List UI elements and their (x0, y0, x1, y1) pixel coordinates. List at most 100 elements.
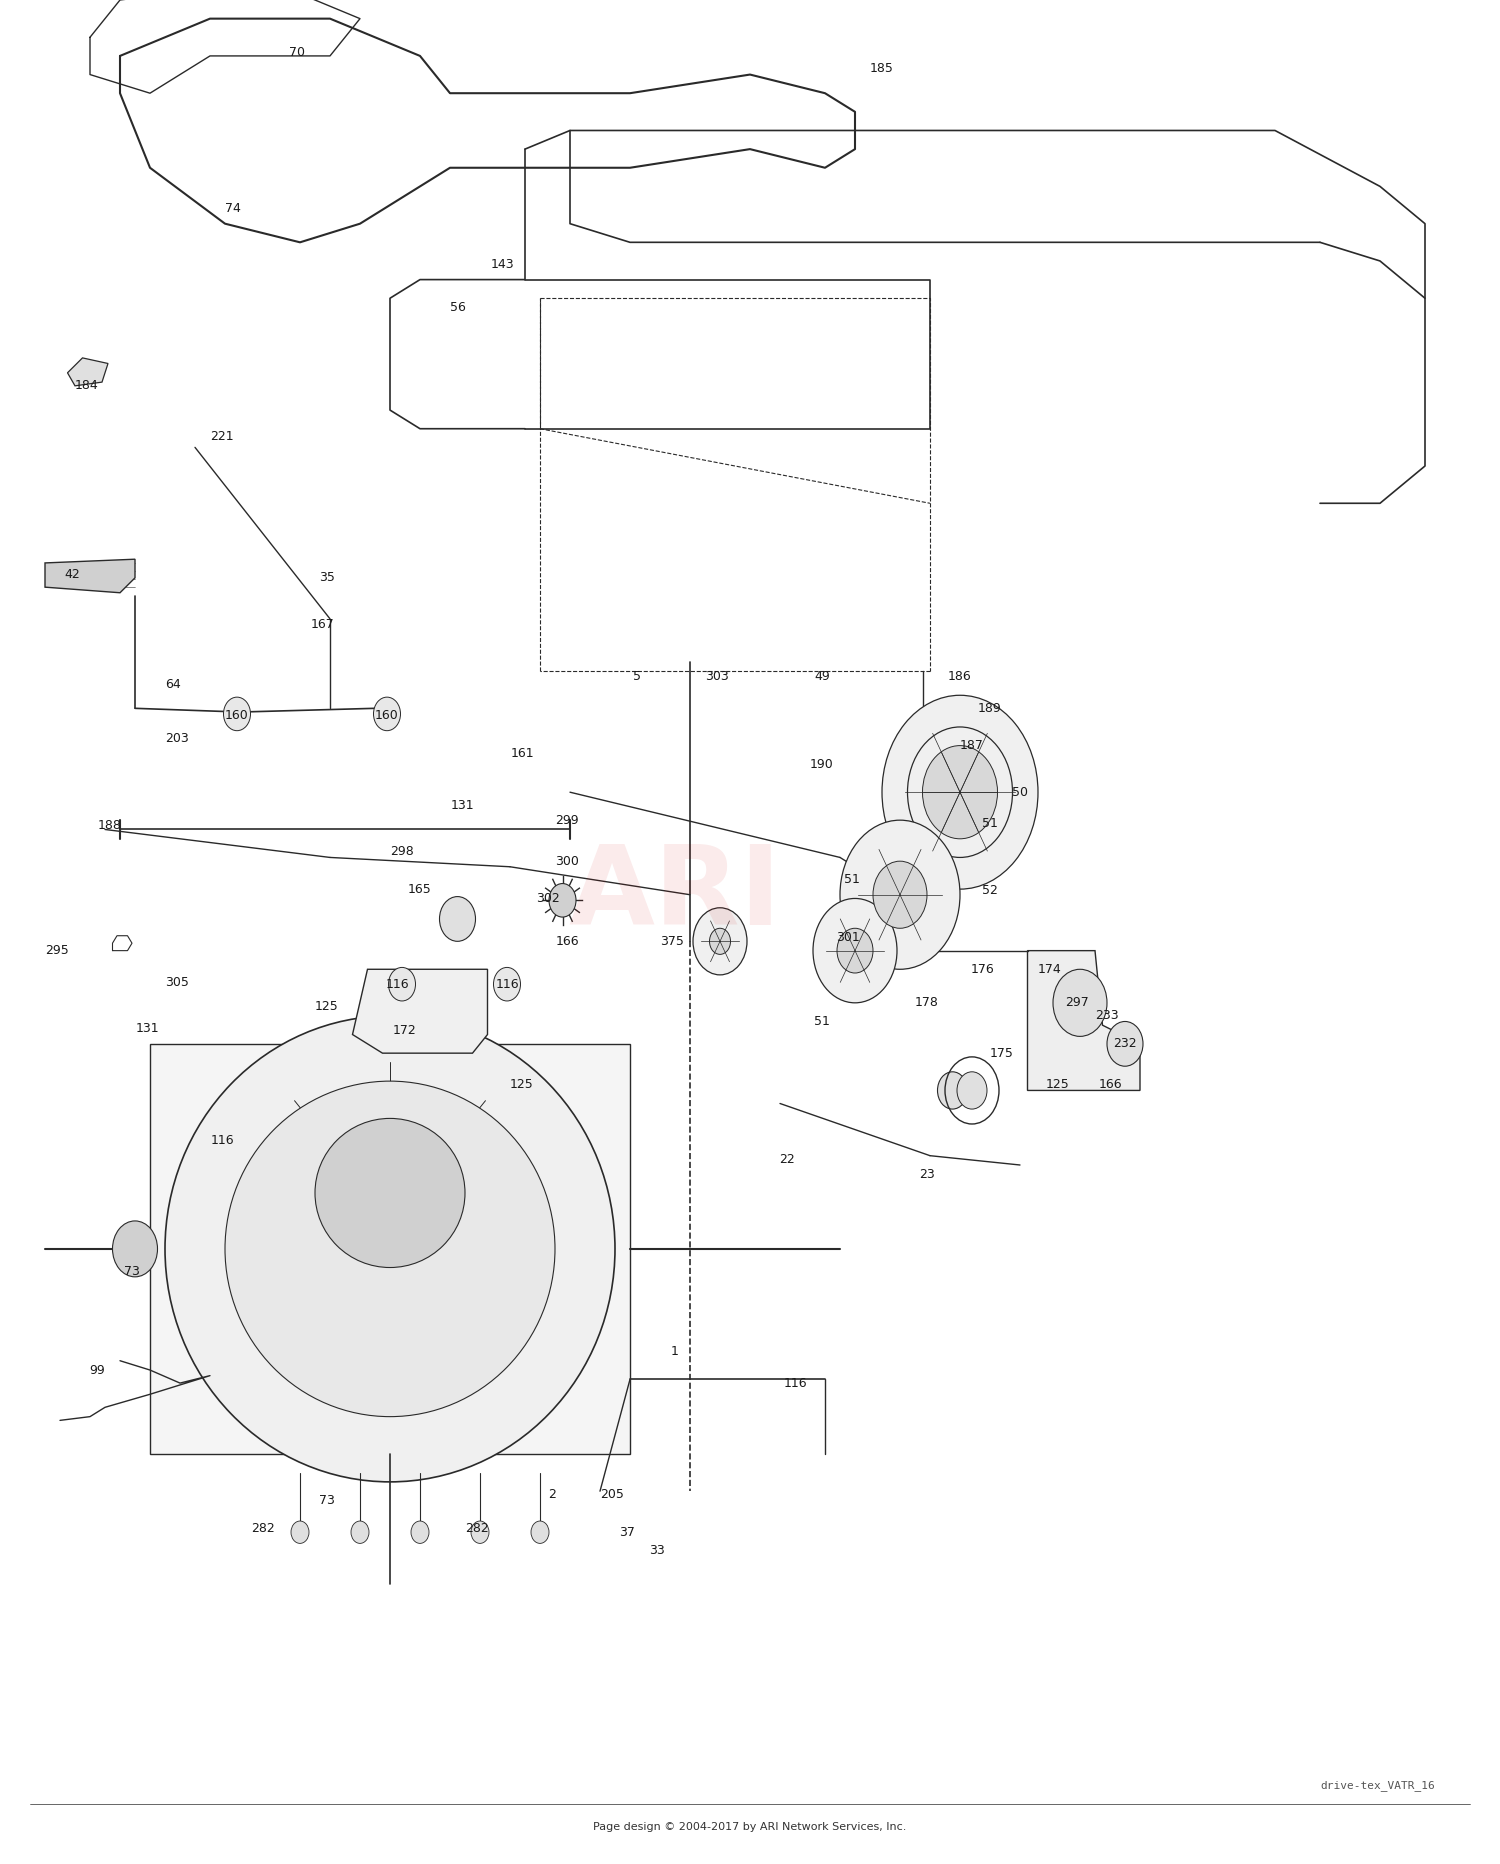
Text: 297: 297 (1065, 997, 1089, 1008)
Text: 22: 22 (780, 1154, 795, 1165)
Text: 116: 116 (783, 1377, 807, 1389)
Text: 299: 299 (555, 815, 579, 826)
Text: 42: 42 (64, 569, 80, 580)
Text: 50: 50 (1013, 787, 1028, 798)
Text: 161: 161 (510, 747, 534, 759)
Text: 143: 143 (490, 259, 514, 270)
Text: 233: 233 (1095, 1010, 1119, 1021)
Text: 303: 303 (705, 671, 729, 682)
Text: 186: 186 (948, 671, 972, 682)
Text: 302: 302 (536, 893, 560, 904)
Text: 232: 232 (1113, 1038, 1137, 1049)
Text: 172: 172 (393, 1025, 417, 1036)
Text: 51: 51 (815, 1016, 830, 1027)
Circle shape (1053, 969, 1107, 1036)
Text: 125: 125 (315, 1001, 339, 1012)
Text: 298: 298 (390, 846, 414, 857)
Text: 51: 51 (844, 874, 859, 885)
Circle shape (957, 1072, 987, 1109)
Circle shape (440, 897, 476, 941)
Text: 176: 176 (970, 964, 994, 975)
Text: 174: 174 (1038, 964, 1062, 975)
Text: 160: 160 (375, 710, 399, 721)
Text: 37: 37 (620, 1527, 634, 1538)
Ellipse shape (225, 1081, 555, 1417)
Circle shape (411, 1521, 429, 1543)
Ellipse shape (165, 1016, 615, 1482)
Text: 375: 375 (660, 936, 684, 947)
Text: 33: 33 (650, 1545, 664, 1556)
Text: 190: 190 (810, 759, 834, 770)
Circle shape (291, 1521, 309, 1543)
Circle shape (693, 908, 747, 975)
Text: 188: 188 (98, 820, 122, 831)
Text: 167: 167 (310, 619, 334, 630)
Text: 131: 131 (450, 800, 474, 811)
Circle shape (813, 898, 897, 1003)
Circle shape (112, 1221, 158, 1277)
Text: 70: 70 (290, 47, 304, 58)
Text: 282: 282 (465, 1523, 489, 1534)
Circle shape (224, 697, 251, 731)
Text: 166: 166 (1098, 1079, 1122, 1090)
Text: 221: 221 (210, 431, 234, 442)
Text: 189: 189 (978, 703, 1002, 714)
Text: 175: 175 (990, 1048, 1014, 1059)
Circle shape (873, 861, 927, 928)
Text: 125: 125 (1046, 1079, 1070, 1090)
Ellipse shape (315, 1118, 465, 1268)
Circle shape (882, 695, 1038, 889)
Polygon shape (1028, 951, 1140, 1090)
Text: 64: 64 (165, 678, 180, 690)
Text: 301: 301 (836, 932, 860, 943)
Text: 165: 165 (408, 884, 432, 895)
Text: 300: 300 (555, 856, 579, 867)
Text: 49: 49 (815, 671, 830, 682)
Text: 187: 187 (960, 740, 984, 751)
Text: 185: 185 (870, 63, 894, 75)
Circle shape (922, 746, 998, 839)
Text: 73: 73 (320, 1495, 334, 1506)
Text: 282: 282 (251, 1523, 274, 1534)
Text: 295: 295 (45, 945, 69, 956)
Text: ARI: ARI (568, 841, 782, 949)
Text: 73: 73 (124, 1266, 140, 1277)
Bar (150, 1044, 630, 1454)
Text: 116: 116 (210, 1135, 234, 1146)
Text: 74: 74 (225, 203, 240, 214)
Text: 166: 166 (555, 936, 579, 947)
Text: 35: 35 (320, 572, 334, 583)
Circle shape (549, 884, 576, 917)
Text: drive-tex_VATR_16: drive-tex_VATR_16 (1320, 1780, 1434, 1791)
Circle shape (471, 1521, 489, 1543)
Text: 184: 184 (75, 380, 99, 391)
Text: 23: 23 (920, 1169, 934, 1180)
Circle shape (840, 820, 960, 969)
Text: 99: 99 (90, 1364, 105, 1376)
Text: 305: 305 (165, 977, 189, 988)
Text: 131: 131 (135, 1023, 159, 1035)
Text: 1: 1 (670, 1346, 680, 1357)
Circle shape (374, 697, 400, 731)
Text: 52: 52 (982, 885, 998, 897)
Polygon shape (68, 358, 108, 386)
Text: 2: 2 (548, 1489, 556, 1501)
Circle shape (710, 928, 730, 954)
Text: 51: 51 (982, 818, 998, 829)
Text: Page design © 2004-2017 by ARI Network Services, Inc.: Page design © 2004-2017 by ARI Network S… (594, 1821, 906, 1832)
Text: 116: 116 (386, 979, 410, 990)
Circle shape (494, 967, 520, 1001)
Text: 160: 160 (225, 710, 249, 721)
Circle shape (837, 928, 873, 973)
Text: 203: 203 (165, 733, 189, 744)
Text: 56: 56 (450, 302, 465, 313)
Text: 5: 5 (633, 671, 642, 682)
Circle shape (908, 727, 1013, 857)
Circle shape (531, 1521, 549, 1543)
Polygon shape (352, 969, 488, 1053)
Circle shape (938, 1072, 968, 1109)
Circle shape (388, 967, 416, 1001)
Text: 205: 205 (600, 1489, 624, 1501)
Text: 116: 116 (495, 979, 519, 990)
Text: 178: 178 (915, 997, 939, 1008)
